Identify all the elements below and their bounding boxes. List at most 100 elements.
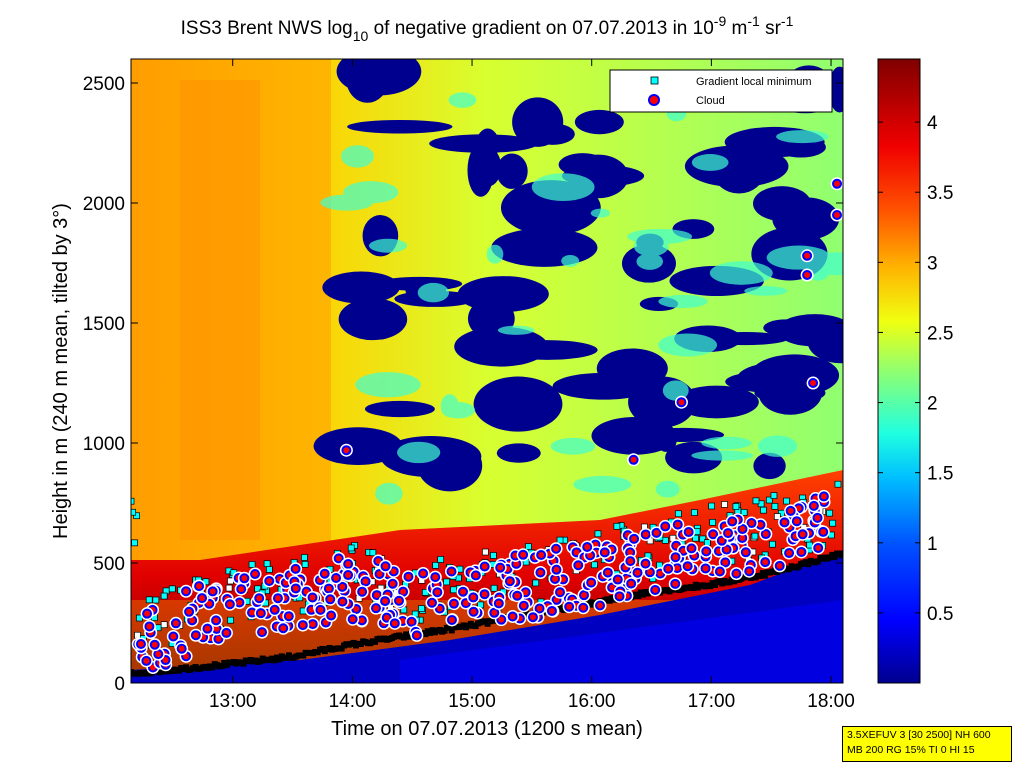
clear-sky-patch	[500, 287, 529, 306]
colorbar-tick-label: 1.5	[927, 464, 953, 485]
cloud-marker	[221, 627, 232, 638]
cloud-marker	[579, 590, 590, 601]
gradient-minimum-marker	[770, 492, 778, 499]
cloud-marker	[347, 614, 358, 625]
cloud-marker	[683, 527, 694, 538]
gradient-minimum-marker	[692, 534, 699, 542]
clear-sky-patch	[496, 153, 528, 189]
gradient-patch	[340, 145, 374, 168]
colorbar-tick-label: 3.5	[927, 183, 953, 204]
clear-sky-patch	[753, 452, 786, 480]
cloud-marker	[504, 576, 515, 587]
cloud-marker	[307, 592, 318, 603]
cloud-marker	[507, 611, 518, 622]
cloud-marker	[380, 596, 391, 607]
gradient-minimum-marker	[709, 519, 716, 526]
boundary-layer-marker	[774, 569, 781, 576]
cloud-marker	[224, 599, 235, 610]
gradient-minimum-marker	[675, 510, 682, 518]
gradient-minimum-marker	[227, 616, 234, 624]
gradient-minimum-marker	[765, 496, 773, 504]
gradient-patch	[486, 244, 504, 264]
gradient-minimum-marker	[490, 552, 497, 559]
cloud-marker	[727, 516, 738, 527]
cloud-marker	[731, 568, 742, 579]
cloud-marker	[740, 547, 751, 558]
cloud-marker	[784, 548, 795, 559]
cloud-marker	[371, 590, 382, 601]
cloud-marker	[640, 558, 651, 569]
cloud-marker	[297, 620, 308, 631]
cloud-marker	[211, 615, 222, 626]
gradient-minimum-marker	[248, 561, 256, 568]
cloud-marker	[670, 552, 681, 563]
cloud-marker	[555, 587, 566, 598]
cloud-marker	[573, 560, 584, 571]
gradient-minimum-marker	[131, 539, 138, 547]
gradient-patch	[658, 294, 708, 309]
gradient-minimum-marker	[437, 556, 444, 563]
info-box: 3.5XEFUV 3 [30 2500] NH 600 MB 200 RG 15…	[842, 726, 1012, 762]
y-tick-label: 1500	[83, 314, 125, 335]
gradient-patch	[691, 154, 729, 171]
legend-label-cloud: Cloud	[696, 95, 725, 107]
boundary-layer-marker	[707, 583, 714, 590]
cloud-marker	[254, 593, 265, 604]
cloud-marker	[812, 512, 823, 523]
cloud-marker	[144, 621, 155, 632]
cloud-marker	[518, 600, 529, 611]
gradient-patch	[776, 130, 829, 144]
gradient-patch	[709, 261, 773, 285]
gradient-minimum-marker	[131, 508, 137, 516]
gradient-minimum-marker	[594, 530, 602, 538]
cloud-marker	[239, 573, 250, 584]
cloud-marker	[832, 178, 843, 189]
gradient-minimum-marker	[708, 502, 715, 510]
cloud-marker	[774, 560, 785, 571]
cloud-marker	[278, 623, 289, 634]
boundary-layer-marker	[805, 561, 812, 568]
legend: Gradient local minimum Cloud	[609, 69, 833, 113]
cloud-marker	[470, 570, 481, 581]
cloud-marker	[746, 518, 757, 529]
cloud-marker	[682, 561, 693, 572]
cloud-marker	[176, 643, 187, 654]
gradient-minimum-marker	[532, 579, 540, 587]
cloud-marker	[381, 612, 392, 623]
cloud-marker	[341, 445, 352, 456]
gradient-minimum-marker	[721, 501, 728, 508]
gradient-patch	[701, 436, 752, 450]
cloud-marker	[670, 578, 681, 589]
y-tick-label: 2000	[83, 194, 125, 215]
gradient-minimum-marker	[152, 596, 160, 604]
gradient-patch	[368, 238, 408, 253]
cloud-marker	[194, 581, 205, 592]
cloud-marker	[651, 527, 662, 538]
y-axis-label: Height in m (240 m mean, tilted by 3°)	[50, 203, 72, 539]
cloud-marker	[551, 564, 562, 575]
clear-sky-patch	[346, 59, 389, 103]
cloud-marker	[426, 597, 437, 608]
cloud-marker	[257, 627, 268, 638]
cloud-marker	[534, 603, 545, 614]
cloud-marker	[374, 568, 385, 579]
clear-sky-patch	[558, 153, 607, 177]
gradient-patch	[757, 435, 798, 457]
boundary-layer-marker	[448, 627, 455, 634]
cloud-marker	[202, 623, 213, 634]
clear-sky-patch	[480, 390, 511, 414]
gradient-patch	[561, 255, 580, 267]
cloud-marker	[628, 454, 639, 465]
gradient-minimum-marker	[556, 536, 564, 544]
gradient-minimum-marker	[432, 561, 440, 569]
cloud-marker	[612, 574, 623, 585]
boundary-layer-marker	[838, 552, 843, 559]
cloud-marker	[582, 541, 593, 552]
gradient-minimum-marker	[254, 585, 262, 593]
colorbar-ticks: 0.5 1 1.5 2 2.5 3 3.5 4	[878, 113, 953, 625]
cloud-marker	[458, 586, 469, 597]
clear-sky-patch	[674, 385, 759, 419]
cloud-marker	[629, 533, 640, 544]
cloud-marker	[468, 592, 479, 603]
gradient-minimum-marker	[740, 509, 748, 516]
